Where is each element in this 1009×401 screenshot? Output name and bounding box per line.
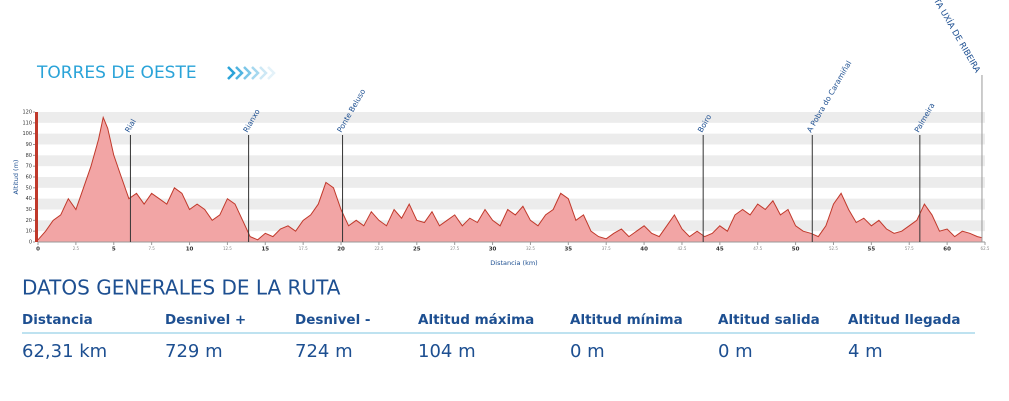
y-tick-label: 10 xyxy=(26,229,32,235)
y-tick-label: 30 xyxy=(26,207,32,213)
x-tick-label: 52.5 xyxy=(829,246,838,251)
grid-band xyxy=(38,177,985,188)
y-tick-label: 50 xyxy=(26,185,32,191)
x-tick-label: 35 xyxy=(564,247,572,253)
y-tick-label: 100 xyxy=(22,131,32,137)
waypoint-label: Ponte Beluso xyxy=(335,87,367,134)
stat-header: Altitud salida xyxy=(718,312,820,328)
y-tick-label: 120 xyxy=(22,110,32,116)
x-tick-label: 12.5 xyxy=(223,246,232,251)
x-tick-label: 15 xyxy=(261,247,269,253)
x-axis-label: Distancia (km) xyxy=(490,259,537,267)
stat-value: 729 m xyxy=(165,341,223,362)
elevation-line xyxy=(37,115,983,241)
y-tick-label: 60 xyxy=(26,175,32,181)
x-tick-label: 27.5 xyxy=(450,246,459,251)
grid-band xyxy=(38,112,985,123)
grid-band xyxy=(38,155,985,167)
y-tick-label: 0 xyxy=(29,240,32,246)
y-tick-label: 90 xyxy=(26,142,32,148)
y-tick-label: 110 xyxy=(22,120,32,126)
stat-value: 724 m xyxy=(295,341,353,362)
y-tick-label: 70 xyxy=(26,164,32,170)
stat-header: Desnivel + xyxy=(165,312,246,328)
x-tick-label: 50 xyxy=(792,247,800,253)
x-tick-label: 7.5 xyxy=(148,246,155,251)
stat-header: Desnivel - xyxy=(295,312,371,328)
x-tick-label: 25 xyxy=(413,247,421,253)
stat-header: Altitud mínima xyxy=(570,312,683,328)
arrow-icon xyxy=(227,66,276,80)
x-tick-label: 2.5 xyxy=(73,246,80,251)
stat-header: Altitud llegada xyxy=(848,312,961,328)
x-tick-label: 60 xyxy=(943,247,951,253)
x-tick-label: 57.5 xyxy=(905,246,914,251)
x-tick-label: 20 xyxy=(337,247,345,253)
x-tick-label: 5 xyxy=(112,247,116,253)
elevation-strip xyxy=(35,112,38,242)
x-tick-label: 22.5 xyxy=(374,246,383,251)
route-title: TORRES DE OESTE xyxy=(36,63,197,83)
x-tick-label: 47.5 xyxy=(753,246,762,251)
y-tick-label: 80 xyxy=(26,153,32,159)
grid-band xyxy=(38,198,985,210)
x-tick-label: 17.5 xyxy=(299,246,308,251)
x-tick-label: 30 xyxy=(489,247,497,253)
x-tick-label: 45 xyxy=(716,247,724,253)
x-tick-label: 40 xyxy=(640,247,648,253)
stat-value: 0 m xyxy=(570,341,605,362)
elevation-area xyxy=(38,117,982,242)
y-tick-label: 20 xyxy=(26,218,32,224)
x-tick-label: 0 xyxy=(36,247,40,253)
x-tick-label: 62.5 xyxy=(981,246,990,251)
grid-band xyxy=(38,133,985,145)
stat-value: 0 m xyxy=(718,341,753,362)
x-tick-label: 55 xyxy=(868,247,876,253)
y-tick-label: 40 xyxy=(26,196,32,202)
stat-value: 62,31 km xyxy=(22,341,107,362)
stats-title: DATOS GENERALES DE LA RUTA xyxy=(22,276,341,300)
x-tick-label: 37.5 xyxy=(602,246,611,251)
x-tick-label: 32.5 xyxy=(526,246,535,251)
x-tick-label: 42.5 xyxy=(678,246,687,251)
waypoint-label: SANTA UXÍA DE RIBEIRA xyxy=(922,0,983,75)
stat-header: Distancia xyxy=(22,312,93,328)
stat-value: 4 m xyxy=(848,341,883,362)
x-tick-label: 10 xyxy=(186,247,194,253)
stat-header: Altitud máxima xyxy=(418,312,534,328)
y-axis-label: Altitud (m) xyxy=(12,160,20,195)
stat-value: 104 m xyxy=(418,341,476,362)
